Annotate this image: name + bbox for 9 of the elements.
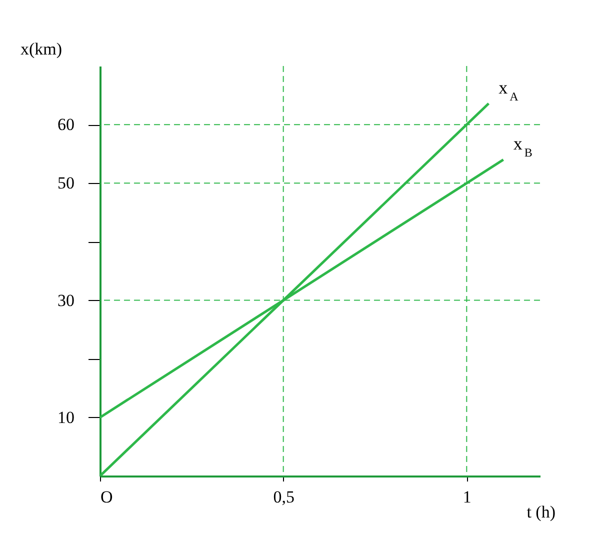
y-tick-label: 50	[58, 174, 74, 193]
y-tick-label: 30	[58, 290, 74, 310]
y-tick-label: 60	[58, 115, 74, 134]
y-axis-title: x(km)	[20, 40, 62, 58]
y-tick-label: 10	[58, 408, 74, 427]
x-tick-label: O	[100, 488, 113, 506]
x-tick-label: 0,5	[273, 488, 294, 506]
x-axis-title: t (h)	[526, 502, 556, 522]
x-tick-label: 1	[462, 488, 472, 506]
